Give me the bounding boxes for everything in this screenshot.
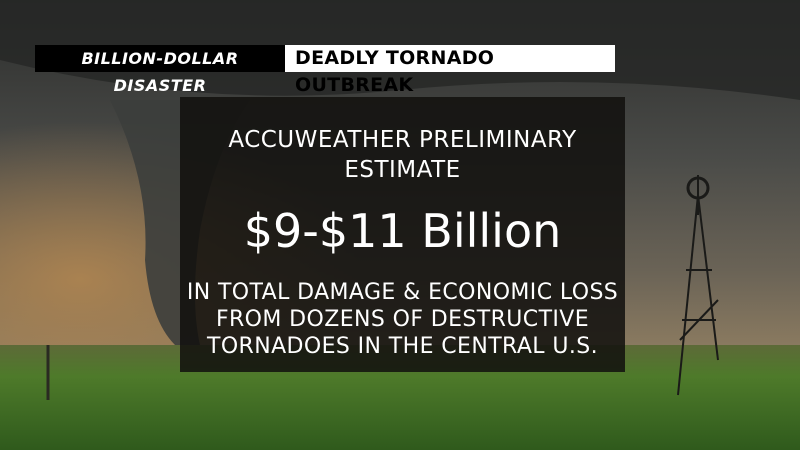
estimate: $9-$11 Billion [243, 204, 562, 258]
heading-line: ACCUWEATHER PRELIMINARY [228, 127, 577, 153]
heading-line: ESTIMATE [344, 157, 461, 183]
body-line: TORNADOES IN THE CENTRAL U.S. [207, 334, 598, 359]
banner-headline: DEADLY TORNADO OUTBREAK [285, 45, 615, 96]
card-body: IN TOTAL DAMAGE & ECONOMIC LOSS FROM DOZ… [180, 279, 625, 360]
body-line: FROM DOZENS OF DESTRUCTIVE [215, 307, 590, 332]
info-card: ACCUWEATHER PRELIMINARY ESTIMATE $9-$11 … [180, 97, 625, 372]
banner-label: BILLION-DOLLAR DISASTER [35, 45, 285, 95]
card-heading: ACCUWEATHER PRELIMINARY ESTIMATE [180, 125, 625, 185]
body-line: IN TOTAL DAMAGE & ECONOMIC LOSS [186, 280, 619, 305]
